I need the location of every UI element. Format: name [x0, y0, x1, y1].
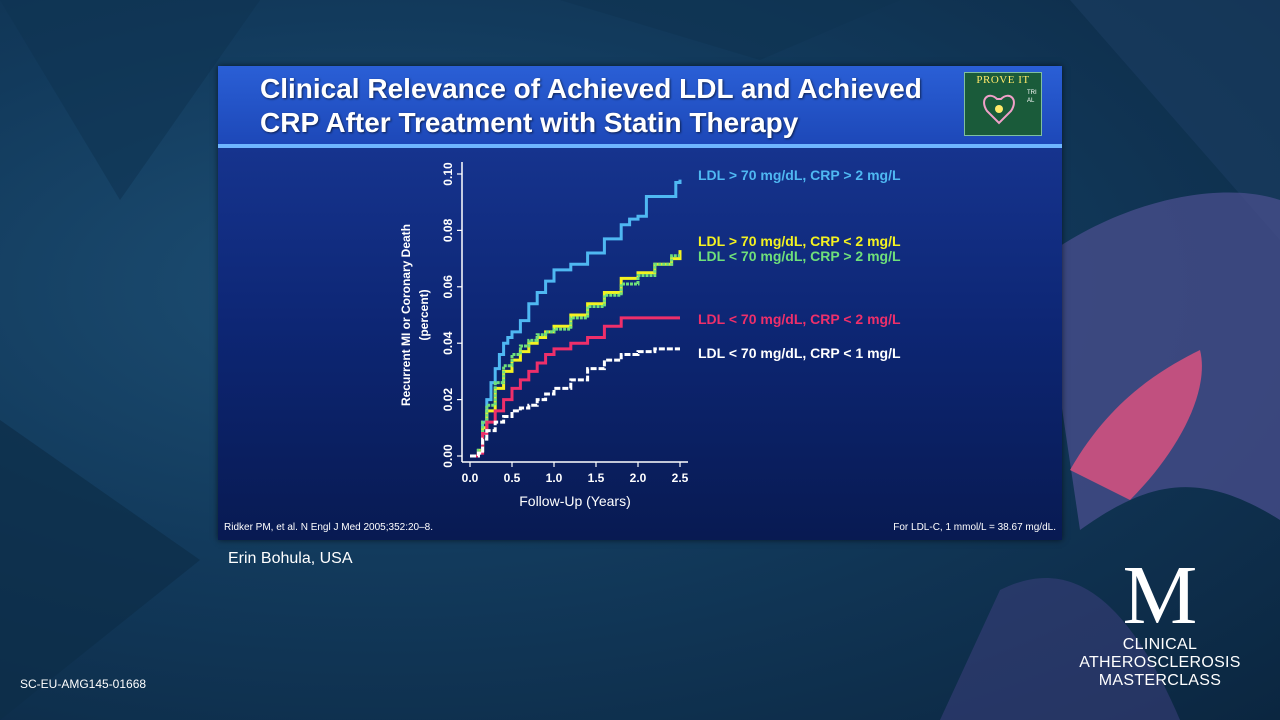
series-line-5 [470, 347, 680, 458]
y-axis-label-line1: Recurrent MI or Coronary Death [399, 224, 413, 406]
legend-label-4: LDL < 70 mg/dL, CRP < 2 mg/L [698, 311, 901, 327]
chart-series [470, 179, 682, 458]
y-tick-label: 0.10 [441, 162, 455, 186]
x-tick-label: 0.0 [462, 471, 479, 485]
y-tick-label: 0.00 [441, 444, 455, 468]
chart-axes: 0.0 0.5 1.0 1.5 2.0 2.5 0.00 0.02 0.04 0.06 0.08 0.… [399, 162, 689, 509]
chart-legend: LDL > 70 mg/dL, CRP > 2 mg/L LDL > 70 mg/… [698, 167, 901, 361]
slide-title-line2: CRP After Treatment with Statin Therapy [260, 107, 799, 138]
slide-title: Clinical Relevance of Achieved LDL and A… [260, 72, 980, 140]
brand-line2: ATHEROSCLEROSIS [1079, 654, 1241, 671]
brand-line1: CLINICAL [1122, 636, 1198, 653]
presenter-name: Erin Bohula, USA [228, 550, 353, 567]
y-axis-label-line2: (percent) [417, 289, 431, 340]
slide-title-line1: Clinical Relevance of Achieved LDL and A… [260, 73, 922, 104]
y-tick-label: 0.02 [441, 388, 455, 412]
y-tick-label: 0.08 [441, 218, 455, 242]
slide-panel: Clinical Relevance of Achieved LDL and A… [218, 66, 1062, 540]
y-tick-label: 0.06 [441, 275, 455, 299]
x-axis-label: Follow-Up (Years) [519, 493, 631, 509]
logo-heart-icon [983, 94, 1015, 125]
citation: Ridker PM, et al. N Engl J Med 2005;352:… [224, 522, 434, 533]
x-tick-label: 2.5 [672, 471, 689, 485]
prove-it-logo: PROVE IT TRIAL [964, 72, 1042, 136]
brand-line3: MASTERCLASS [1098, 672, 1222, 689]
logo-side-text: TRIAL [1027, 90, 1037, 104]
km-chart: 0.0 0.5 1.0 1.5 2.0 2.5 0.00 0.02 0.04 0.06 0.08 0.… [399, 162, 901, 509]
slide-header: Clinical Relevance of Achieved LDL and A… [218, 66, 1062, 144]
x-tick-label: 2.0 [630, 471, 647, 485]
legend-label-1: LDL > 70 mg/dL, CRP > 2 mg/L [698, 167, 901, 183]
x-tick-label: 0.5 [504, 471, 521, 485]
title-divider [218, 144, 1062, 148]
logo-text: PROVE IT [976, 74, 1030, 86]
y-tick-label: 0.04 [441, 331, 455, 355]
document-code: SC-EU-AMG145-01668 [20, 677, 147, 691]
series-line-1 [470, 179, 682, 458]
x-tick-label: 1.5 [588, 471, 605, 485]
masterclass-logo: M CLINICAL ATHEROSCLEROSIS MASTERCLASS [1070, 549, 1250, 690]
brand-mark: M [1122, 549, 1198, 642]
x-tick-label: 1.0 [546, 471, 563, 485]
series-line-3 [470, 254, 680, 458]
legend-label-3: LDL < 70 mg/dL, CRP > 2 mg/L [698, 248, 901, 264]
series-line-4 [470, 316, 680, 458]
legend-label-5: LDL < 70 mg/dL, CRP < 1 mg/L [698, 345, 901, 361]
unit-conversion-note: For LDL-C, 1 mmol/L = 38.67 mg/dL. [893, 522, 1056, 533]
legend-label-2: LDL > 70 mg/dL, CRP < 2 mg/L [698, 233, 901, 249]
